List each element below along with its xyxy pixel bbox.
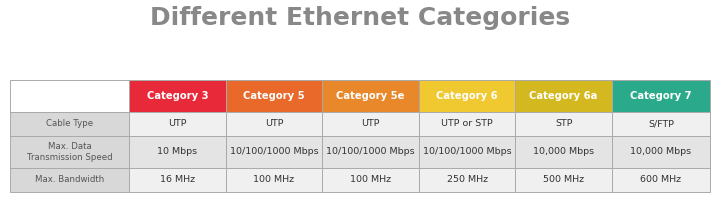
Bar [516, 136, 612, 168]
Bar [225, 80, 323, 112]
Text: Category 6a: Category 6a [529, 91, 598, 101]
Bar [419, 136, 516, 168]
Text: 10,000 Mbps: 10,000 Mbps [533, 147, 594, 156]
Bar [612, 168, 710, 192]
Text: 500 MHz: 500 MHz [543, 175, 584, 184]
Bar [225, 112, 323, 136]
Text: 10 Mbps: 10 Mbps [157, 147, 197, 156]
Bar [10, 80, 129, 112]
Text: 16 MHz: 16 MHz [160, 175, 195, 184]
Text: 10/100/1000 Mbps: 10/100/1000 Mbps [423, 147, 511, 156]
Text: Max. Bandwidth: Max. Bandwidth [35, 175, 104, 184]
Text: UTP: UTP [265, 119, 283, 128]
Text: Cable Type: Cable Type [46, 119, 93, 128]
Bar [516, 80, 612, 112]
Bar [10, 168, 129, 192]
Bar [516, 112, 612, 136]
Bar [419, 112, 516, 136]
Text: UTP or STP: UTP or STP [441, 119, 493, 128]
Bar [612, 136, 710, 168]
Bar [10, 112, 129, 136]
Bar [612, 80, 710, 112]
Bar [612, 112, 710, 136]
Bar [323, 112, 419, 136]
Text: Category 5: Category 5 [243, 91, 305, 101]
Bar [225, 168, 323, 192]
Bar [10, 136, 129, 168]
Text: 250 MHz: 250 MHz [446, 175, 487, 184]
Text: UTP: UTP [361, 119, 379, 128]
Bar [129, 168, 225, 192]
Text: Category 7: Category 7 [630, 91, 692, 101]
Bar [419, 168, 516, 192]
Text: Category 3: Category 3 [147, 91, 208, 101]
Text: 10/100/1000 Mbps: 10/100/1000 Mbps [326, 147, 415, 156]
Bar [323, 136, 419, 168]
Text: 600 MHz: 600 MHz [640, 175, 682, 184]
Bar [129, 112, 225, 136]
Bar [129, 80, 225, 112]
Text: Category 5e: Category 5e [336, 91, 405, 101]
Text: S/FTP: S/FTP [648, 119, 674, 128]
Bar [419, 80, 516, 112]
Bar [225, 136, 323, 168]
Text: 100 MHz: 100 MHz [350, 175, 391, 184]
Bar [516, 168, 612, 192]
Text: Category 6: Category 6 [436, 91, 498, 101]
Bar [323, 168, 419, 192]
Text: Different Ethernet Categories: Different Ethernet Categories [150, 6, 570, 30]
Text: UTP: UTP [168, 119, 186, 128]
Text: 10,000 Mbps: 10,000 Mbps [631, 147, 691, 156]
Text: STP: STP [555, 119, 572, 128]
Bar [129, 136, 225, 168]
Text: Max. Data
Transmission Speed: Max. Data Transmission Speed [27, 142, 112, 162]
Text: 100 MHz: 100 MHz [253, 175, 294, 184]
Bar [323, 80, 419, 112]
Text: 10/100/1000 Mbps: 10/100/1000 Mbps [230, 147, 318, 156]
